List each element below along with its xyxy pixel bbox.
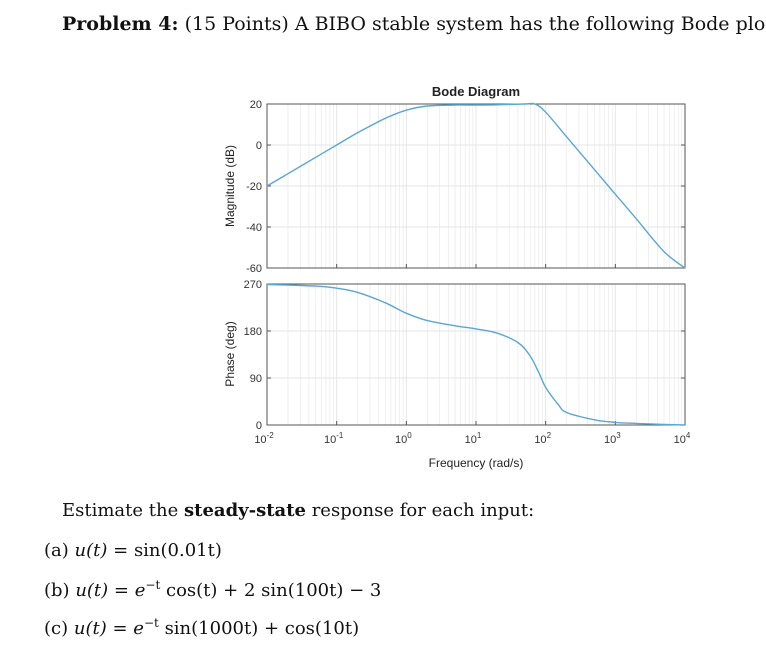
input-rhs-exponent: −t [143,616,159,630]
y-tick-label: 20 [250,99,262,111]
magnitude-axis-label: Magnitude (dB) [223,145,237,227]
problem-heading: Problem 4: (15 Points) A BIBO stable sys… [62,10,766,38]
phase-axis-label: Phase (deg) [223,321,237,386]
input-label: (c) [44,618,69,639]
x-tick-label: 104 [674,431,691,446]
phase-y-tick-labels: 270 180 90 0 [244,279,685,432]
magnitude-grid [266,103,685,269]
y-tick-label: 180 [244,326,262,338]
y-tick-label: 90 [250,373,262,385]
phase-grid [266,283,685,426]
input-a: (a) u(t) = sin(0.01t) [44,540,222,561]
input-lhs: u(t) = [75,580,129,601]
y-tick-label: -60 [246,263,262,275]
x-tick-label: 102 [534,431,551,446]
input-label: (a) [44,540,69,561]
x-tick-label: 101 [465,431,482,446]
x-tick-label: 103 [604,431,621,446]
instruction: Estimate the steady-state response for e… [62,500,534,521]
instruction-emphasis: steady-state [184,500,306,521]
input-lhs: u(t) = [74,540,129,561]
input-rhs: sin(0.01t) [133,540,222,561]
input-rhs-base: e [134,580,146,601]
magnitude-curve [266,102,686,269]
input-rhs-rest: sin(1000t) + cos(10t) [158,618,360,639]
x-tick-label: 10-2 [254,431,274,446]
y-tick-label: 270 [244,279,262,291]
problem-label: Problem 4: [62,13,179,35]
x-tick-label: 10-1 [324,431,344,446]
magnitude-y-tick-labels: 20 0 -20 -40 -60 [246,99,685,275]
input-lhs: u(t) = [73,618,128,639]
x-tick-label: 100 [395,431,412,446]
y-tick-label: -20 [246,181,262,193]
input-rhs-exponent: −t [145,578,161,592]
x-axis-label: Frequency (rad/s) [429,456,524,470]
input-rhs-rest: cos(t) + 2 sin(100t) − 3 [160,580,382,601]
y-tick-label: 0 [256,420,262,432]
input-label: (b) [44,580,70,601]
input-b: (b) u(t) = e−t cos(t) + 2 sin(100t) − 3 [44,578,381,601]
problem-points: (15 Points) [184,13,289,35]
input-rhs-base: e [133,618,144,639]
chart-title: Bode Diagram [432,84,520,99]
problem-statement: A BIBO stable system has the following B… [294,13,766,35]
instruction-prefix: Estimate the [62,500,179,521]
input-c: (c) u(t) = e−t sin(1000t) + cos(10t) [44,616,359,639]
frequency-tick-labels: 10-2 10-1 100 101 102 103 104 [254,264,691,446]
y-tick-label: 0 [256,140,262,152]
phase-curve [266,283,686,426]
instruction-suffix: response for each input: [311,500,535,521]
y-tick-label: -40 [246,222,262,234]
